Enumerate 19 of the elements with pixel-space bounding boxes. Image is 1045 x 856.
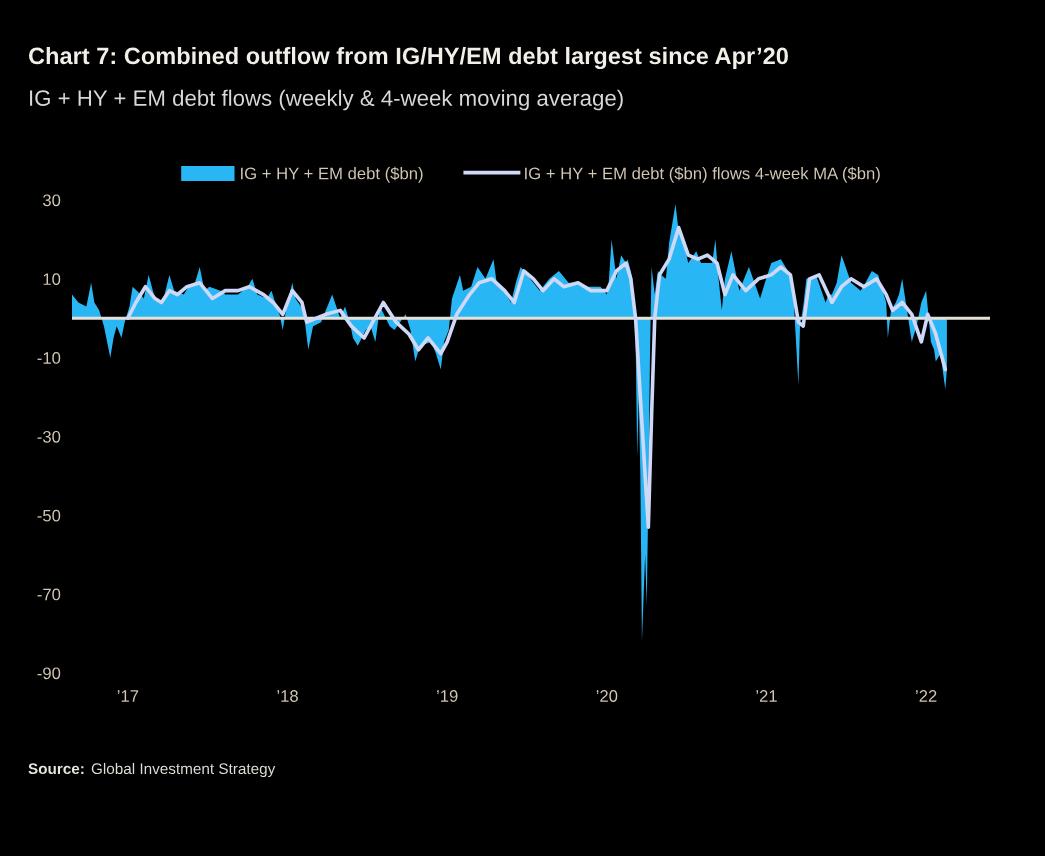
y-tick-label: -90: [37, 667, 61, 680]
y-tick-label: -70: [37, 588, 61, 601]
legend-label: IG + HY + EM debt ($bn): [241, 166, 423, 183]
x-tick-label: ’17: [117, 690, 139, 702]
chart-subtitle: IG + HY + EM debt flows (weekly & 4-week moving average): [30, 89, 623, 111]
x-tick-label: ’22: [916, 690, 937, 702]
x-tick-label: ’20: [596, 690, 618, 702]
y-tick-label: 30: [42, 194, 61, 207]
y-tick-label: -30: [37, 430, 61, 443]
x-tick-label: ’19: [437, 690, 458, 702]
x-tick-label: ’21: [756, 690, 777, 702]
legend-label: IG + HY + EM debt ($bn) flows 4-week MA ($bn): [525, 166, 880, 183]
x-tick-label: ’18: [277, 690, 298, 702]
y-tick-label: -50: [37, 509, 61, 522]
chart-title: Chart 7: Combined outflow from IG/HY/EM debt largest since Apr’20: [28, 46, 788, 70]
line-series: [126, 225, 948, 529]
y-tick-label: -10: [37, 352, 61, 364]
source-note: Source: Global Investment Strategy: [28, 762, 276, 778]
y-tick-label: 10: [43, 273, 61, 286]
